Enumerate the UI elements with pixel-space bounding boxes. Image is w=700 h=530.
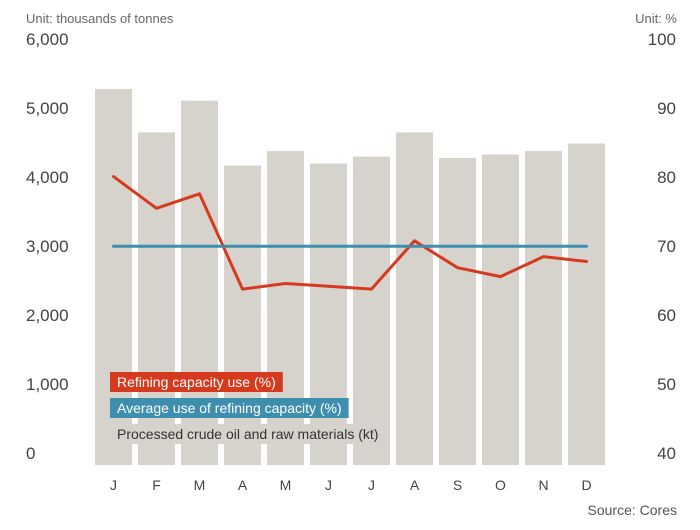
legend-label: Processed crude oil and raw materials (k… [117,426,378,442]
x-tick-label: O [495,477,506,493]
right-tick-label: 50 [657,375,676,394]
right-tick-label: 70 [657,237,676,256]
right-axis-ticks: 40 50 60 70 80 90 100 [648,30,676,463]
x-tick-label: F [152,477,161,493]
source-label: Source: Cores [588,502,677,518]
left-tick-label: 3,000 [26,237,69,256]
x-tick-label: A [410,477,420,493]
x-tick-label: A [238,477,248,493]
bar-7 [353,156,390,465]
right-tick-label: 80 [657,168,676,187]
right-tick-label: 100 [648,30,676,49]
legend: Refining capacity use (%) Average use of … [110,372,386,444]
x-tick-label: J [325,477,332,493]
left-tick-label: 2,000 [26,306,69,325]
left-tick-label: 1,000 [26,375,69,394]
bar-10 [482,154,519,465]
legend-label: Refining capacity use (%) [117,374,276,390]
x-tick-label: M [280,477,292,493]
left-tick-label: 4,000 [26,168,69,187]
left-tick-label: 5,000 [26,99,69,118]
bar-4 [224,165,261,465]
left-unit-label: Unit: thousands of tonnes [26,11,174,26]
legend-swatch [110,424,386,444]
left-tick-label: 0 [26,444,35,463]
bar-8 [396,132,433,465]
legend-swatch [110,398,349,418]
bar-12 [568,143,605,465]
x-tick-label: S [453,477,462,493]
right-tick-label: 60 [657,306,676,325]
legend-item: Processed crude oil and raw materials (k… [110,424,386,444]
x-tick-label: N [538,477,548,493]
legend-item: Average use of refining capacity (%) [110,398,349,418]
bar-9 [439,157,476,465]
x-tick-label: M [194,477,206,493]
legend-swatch [110,372,283,392]
right-tick-label: 40 [657,444,676,463]
lines-layer [112,175,588,291]
legend-label: Average use of refining capacity (%) [117,400,342,416]
x-tick-label: J [110,477,117,493]
x-tick-label: J [368,477,375,493]
refining-capacity-use-line [112,175,588,291]
bar-6 [310,163,347,465]
left-tick-label: 6,000 [26,30,69,49]
legend-item: Refining capacity use (%) [110,372,283,392]
bar-11 [525,151,562,465]
x-tick-label: D [581,477,591,493]
right-unit-label: Unit: % [635,11,677,26]
left-axis-ticks: 0 1,000 2,000 3,000 4,000 5,000 6,000 [26,30,69,463]
right-tick-label: 90 [657,99,676,118]
